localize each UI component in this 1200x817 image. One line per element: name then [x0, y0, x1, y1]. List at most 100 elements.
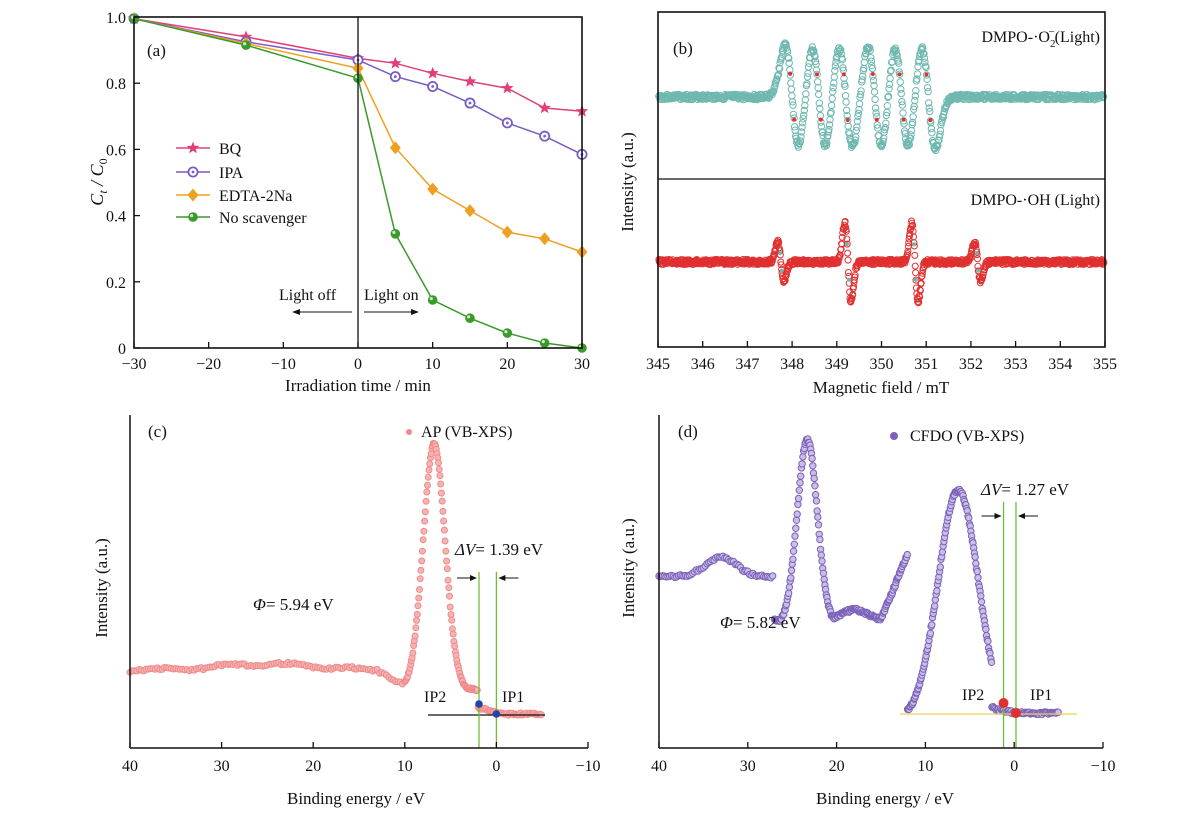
epr-point	[851, 139, 859, 147]
epr-point	[781, 277, 789, 285]
epr-point	[897, 85, 905, 93]
epr-point	[936, 130, 944, 139]
light-off-label: Light off	[279, 287, 337, 304]
epr-point	[934, 141, 942, 149]
xps-point	[814, 513, 822, 521]
panel-b-label: (b)	[673, 39, 693, 58]
epr-point	[788, 98, 797, 106]
epr-point	[801, 96, 809, 104]
panel-a-xtick-label: −30	[121, 356, 146, 373]
epr-point	[789, 101, 797, 109]
epr-point	[926, 107, 934, 116]
panel-d-axes: 40 30 20 10 0 −10	[651, 415, 1116, 775]
panel-b-xtick-label: 355	[1093, 356, 1117, 373]
panel-b-xtick-label: 347	[735, 356, 759, 373]
delta-arrowhead-right	[498, 575, 506, 581]
epr-point	[974, 255, 981, 263]
epr-point	[825, 121, 834, 129]
epr-point	[870, 88, 879, 96]
panel-d-data-layer	[655, 435, 1077, 748]
epr-point	[1099, 93, 1107, 102]
panel-d-xlabel: Binding energy / eV	[816, 789, 955, 808]
epr-highlight-point	[779, 268, 784, 273]
legend-label-0: BQ	[219, 141, 242, 158]
xps-point	[412, 624, 420, 632]
epr-point	[854, 109, 863, 118]
xps-point	[816, 535, 824, 544]
panel-b-xtick-label: 346	[691, 356, 715, 373]
epr-point	[777, 258, 785, 266]
epr-point	[843, 235, 851, 243]
epr-point	[871, 104, 880, 112]
xps-point	[421, 508, 429, 516]
epr-point	[906, 134, 915, 143]
epr-point	[838, 240, 846, 248]
panel-a-xtick-label: 30	[574, 356, 590, 373]
series-3-point	[427, 295, 438, 305]
xps-point	[425, 466, 433, 474]
panel-c-xlabel: Binding energy / eV	[287, 789, 426, 808]
xps-point	[971, 553, 979, 561]
legend-marker-2	[187, 188, 199, 202]
epr-point	[874, 124, 882, 132]
epr-point	[916, 293, 924, 301]
epr-point	[896, 70, 904, 79]
xps-point	[409, 649, 417, 657]
epr-point	[800, 111, 808, 120]
panel-b-xtick-label: 350	[870, 356, 894, 373]
epr-point	[881, 124, 889, 132]
epr-point	[857, 87, 865, 95]
light-off-arrowhead	[292, 309, 300, 315]
epr-point	[893, 51, 901, 59]
xps-point	[926, 629, 935, 637]
epr-point	[927, 124, 936, 133]
xps-point	[984, 637, 992, 645]
xps-point	[903, 550, 911, 559]
epr-highlight-point	[778, 251, 782, 256]
epr-point	[908, 118, 917, 127]
panel-c-data-layer	[126, 439, 545, 748]
panel-d-delta: ΔV= 1.27 eV	[980, 480, 1070, 499]
series-0-point	[426, 66, 439, 79]
panel-b-xtick-label: 354	[1048, 356, 1072, 373]
panel-d-ip2-label: IP2	[962, 687, 984, 704]
panel-c-ip1-label: IP1	[502, 689, 524, 706]
epr-point	[913, 70, 922, 78]
epr-point	[837, 245, 845, 253]
xps-point	[982, 625, 990, 633]
xps-point	[928, 621, 936, 629]
epr-point	[879, 137, 887, 146]
epr-point	[899, 109, 907, 117]
epr-point	[841, 92, 850, 100]
epr-point	[907, 126, 916, 135]
xps-point	[420, 527, 428, 535]
epr-point	[897, 89, 905, 98]
epr-point	[787, 79, 795, 87]
xps-point	[436, 472, 444, 480]
xps-point	[438, 497, 446, 505]
xps-point	[769, 572, 777, 580]
epr-point	[911, 251, 919, 259]
xps-point	[444, 576, 452, 584]
epr-point	[866, 46, 874, 55]
epr-highlight-point	[976, 268, 981, 273]
epr-point	[873, 121, 881, 129]
epr-point	[819, 131, 827, 140]
epr-point	[914, 295, 922, 303]
epr-point	[936, 126, 945, 135]
panel-a-ylabel: Ct / C0	[87, 158, 110, 205]
xps-point	[977, 598, 986, 606]
epr-point	[803, 80, 811, 88]
epr-highlight-point	[845, 118, 850, 122]
xps-point	[439, 507, 447, 515]
panel-d-label: (d)	[678, 422, 698, 441]
epr-point	[813, 70, 821, 79]
epr-point	[915, 298, 923, 306]
epr-highlight-point	[912, 242, 917, 247]
epr-point	[921, 58, 929, 66]
epr-highlight-point	[913, 277, 918, 282]
epr-point	[911, 96, 919, 105]
xps-xtick-label: −10	[575, 758, 600, 775]
xps-point	[817, 551, 825, 559]
xps-point	[418, 557, 426, 565]
